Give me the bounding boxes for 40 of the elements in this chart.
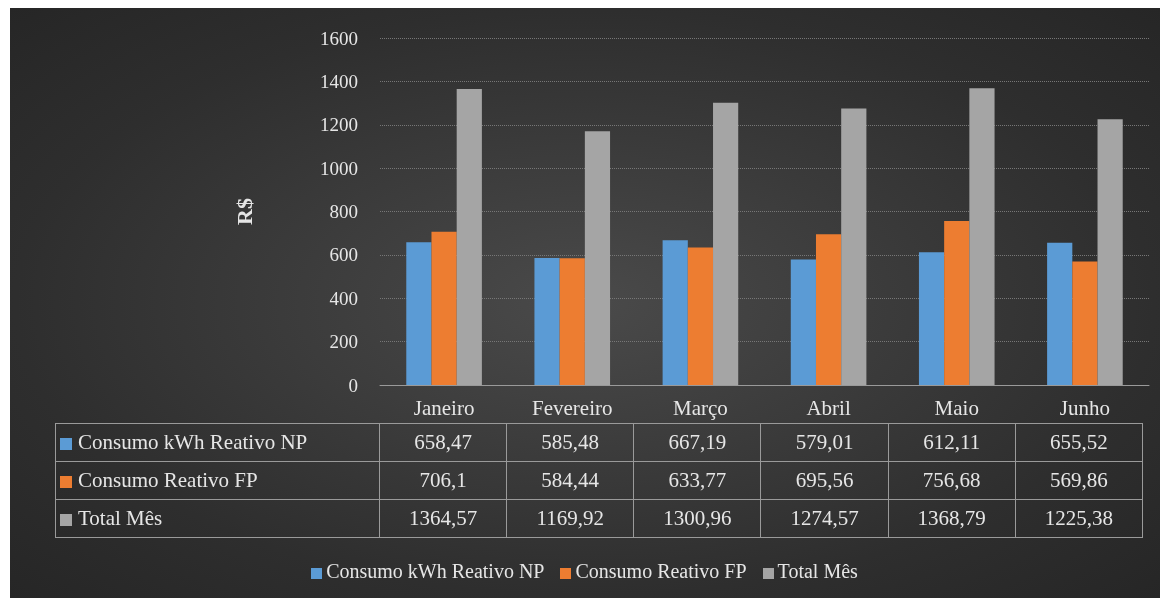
- data-label: 655,52: [1015, 423, 1143, 462]
- data-label: 585,48: [506, 423, 634, 462]
- y-tick-label: 1400: [320, 70, 358, 92]
- data-label: 1368,79: [888, 499, 1016, 538]
- x-tick-label: Junho: [1059, 395, 1111, 420]
- x-tick-label: Maio: [934, 395, 979, 420]
- data-label: 756,68: [888, 461, 1016, 500]
- data-label: 579,01: [760, 423, 889, 462]
- y-tick-label: 800: [329, 201, 358, 222]
- y-tick-label: 400: [329, 287, 358, 309]
- data-label: 1300,96: [633, 499, 761, 538]
- y-tick-label: 600: [329, 244, 358, 266]
- x-tick-label: Março: [673, 395, 728, 420]
- legend-label: Consumo Reativo FP: [574, 560, 747, 582]
- y-tick-label: 1000: [320, 157, 358, 179]
- data-label: 569,86: [1015, 461, 1143, 500]
- y-tick-label: 1600: [320, 27, 358, 49]
- data-label: 633,77: [633, 461, 761, 500]
- data-label: 584,44: [506, 461, 634, 500]
- data-label: 1274,57: [760, 499, 889, 538]
- text: Consumo Reativo FP: [78, 468, 258, 492]
- data-label: 1364,57: [379, 499, 507, 538]
- data-label: 1169,92: [506, 499, 634, 538]
- legend-label: Total Mês: [776, 560, 858, 582]
- y-tick-label: 200: [329, 331, 358, 353]
- data-label: 706,1: [379, 461, 507, 500]
- data-label: 612,11: [888, 423, 1016, 462]
- data-label: 695,56: [760, 461, 889, 500]
- text: Consumo kWh Reativo NP: [326, 560, 545, 582]
- legend-label: Consumo kWh Reativo NP: [55, 423, 380, 462]
- x-tick-label: Janeiro: [413, 395, 475, 420]
- data-label: 1225,38: [1015, 499, 1143, 538]
- data-label: 667,19: [633, 423, 761, 462]
- x-tick-label: Fevereiro: [532, 395, 613, 420]
- y-axis-title: R$: [231, 198, 257, 225]
- y-tick-label: 0: [348, 374, 358, 396]
- data-label: 658,47: [379, 423, 507, 462]
- x-tick-label: Abril: [806, 395, 851, 420]
- text: Total Mês: [78, 506, 163, 530]
- y-tick-label: 1200: [320, 114, 358, 136]
